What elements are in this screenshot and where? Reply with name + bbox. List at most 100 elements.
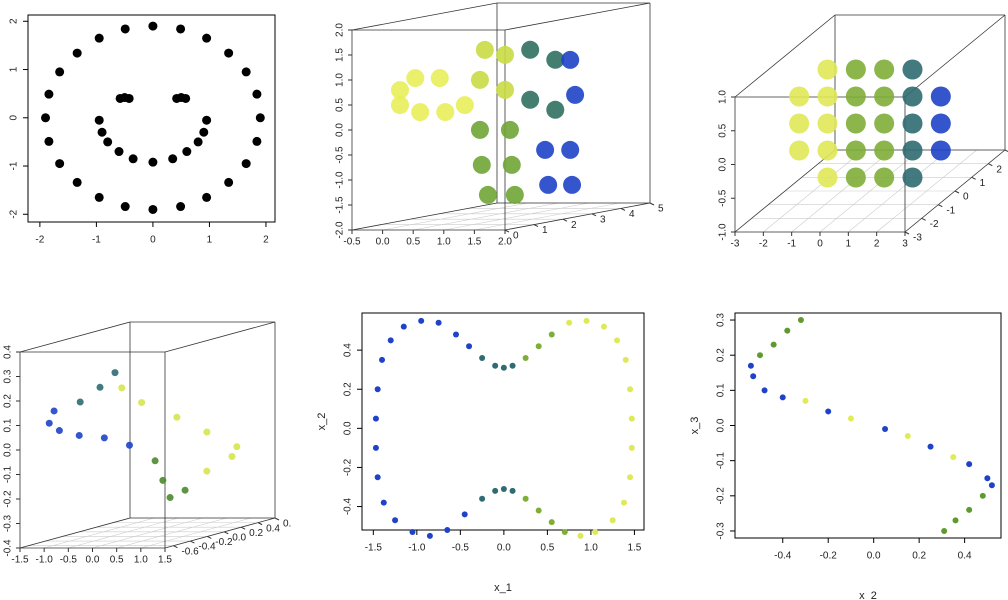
- point: [255, 113, 265, 123]
- point: [779, 394, 786, 401]
- x-tick-label: -1: [787, 239, 796, 250]
- y-tick-label: 1: [9, 66, 20, 72]
- x-tick-label: 1: [846, 239, 852, 250]
- y-tick: [173, 545, 178, 549]
- point: [138, 399, 146, 407]
- grid-line: [140, 517, 251, 549]
- x-tick-label: -1.0: [36, 555, 54, 566]
- y-tick: [988, 163, 993, 167]
- point: [94, 33, 104, 43]
- point: [561, 528, 568, 535]
- x-tick-label: 0.0: [867, 551, 881, 562]
- point: [930, 86, 951, 107]
- y-tick-label: 0: [963, 192, 969, 203]
- point: [166, 494, 174, 502]
- point: [845, 113, 866, 134]
- y-tick-label: 1: [542, 225, 548, 236]
- y-tick-label: -0.4: [198, 542, 216, 553]
- point: [241, 159, 251, 169]
- point: [845, 140, 866, 161]
- point: [622, 356, 629, 363]
- z-tick-label: -0.2: [3, 490, 14, 508]
- plot-frame: [27, 14, 276, 223]
- y-tick-label: 0.0: [716, 418, 727, 432]
- x-tick-label: 0: [817, 239, 823, 250]
- y-tick-label: 3: [600, 214, 606, 225]
- point: [882, 426, 889, 433]
- y-tick: [954, 190, 960, 194]
- point: [199, 127, 209, 137]
- point: [628, 444, 635, 451]
- y-tick: [971, 176, 976, 180]
- point: [202, 33, 212, 43]
- point: [479, 354, 486, 361]
- point: [411, 103, 430, 122]
- z-tick-label: 0.3: [3, 369, 14, 383]
- point: [173, 413, 181, 421]
- point: [505, 185, 524, 204]
- box-edge: [351, 202, 498, 231]
- y-tick-label: 0.1: [716, 383, 727, 397]
- z-tick-label: 1.5: [335, 48, 346, 62]
- y-tick-label: 0.0: [232, 532, 246, 543]
- grid-line: [68, 517, 179, 549]
- y-tick-label: 4: [629, 209, 635, 220]
- point: [548, 519, 555, 526]
- grid-line: [474, 202, 620, 231]
- point: [627, 474, 634, 481]
- point: [120, 202, 130, 212]
- y-tick-label: 0: [9, 115, 20, 121]
- y-tick-label: -1: [9, 161, 20, 170]
- point: [789, 113, 810, 134]
- point: [181, 93, 191, 103]
- point: [941, 527, 948, 534]
- z-tick-label: -0.3: [3, 514, 14, 532]
- y-tick-label: 0: [513, 231, 519, 242]
- point: [202, 115, 212, 125]
- y-tick-label: 0.4: [343, 343, 354, 357]
- y-tick-label: -0.2: [716, 487, 727, 505]
- point: [797, 317, 804, 324]
- point: [902, 167, 923, 188]
- box-edge: [19, 517, 131, 549]
- point: [561, 140, 580, 159]
- point: [817, 140, 838, 161]
- y-tick: [938, 204, 943, 208]
- point: [984, 475, 991, 482]
- y-tick-label: 5: [658, 204, 664, 215]
- point: [614, 337, 621, 344]
- x-tick-label: 0: [150, 235, 156, 246]
- z-tick-label: 2.0: [335, 23, 346, 37]
- x-tick-label: 1: [207, 235, 213, 246]
- x-tick-label: 0.0: [497, 543, 511, 554]
- point: [500, 364, 507, 371]
- x-tick-label: -3: [731, 239, 740, 250]
- point: [168, 154, 178, 164]
- y-tick: [240, 526, 246, 530]
- box-edge: [164, 321, 276, 353]
- point: [203, 428, 211, 436]
- x-tick-label: 0.0: [86, 555, 100, 566]
- y-tick: [620, 207, 626, 211]
- x-tick-label: 0.5: [406, 237, 420, 248]
- point: [577, 532, 584, 539]
- point: [55, 67, 65, 77]
- point: [103, 137, 113, 147]
- point: [94, 115, 104, 125]
- y-tick: [904, 231, 910, 235]
- point: [181, 486, 189, 494]
- y-tick-label: 0.2: [716, 348, 727, 362]
- point: [761, 387, 768, 394]
- plot-frame: [361, 312, 645, 531]
- box-edge: [164, 517, 276, 549]
- point: [492, 362, 499, 369]
- point: [817, 113, 838, 134]
- point: [151, 457, 159, 465]
- grid-line: [116, 517, 227, 549]
- point: [817, 86, 838, 107]
- point: [390, 96, 409, 115]
- point: [548, 331, 555, 338]
- point: [845, 59, 866, 80]
- point: [96, 383, 104, 391]
